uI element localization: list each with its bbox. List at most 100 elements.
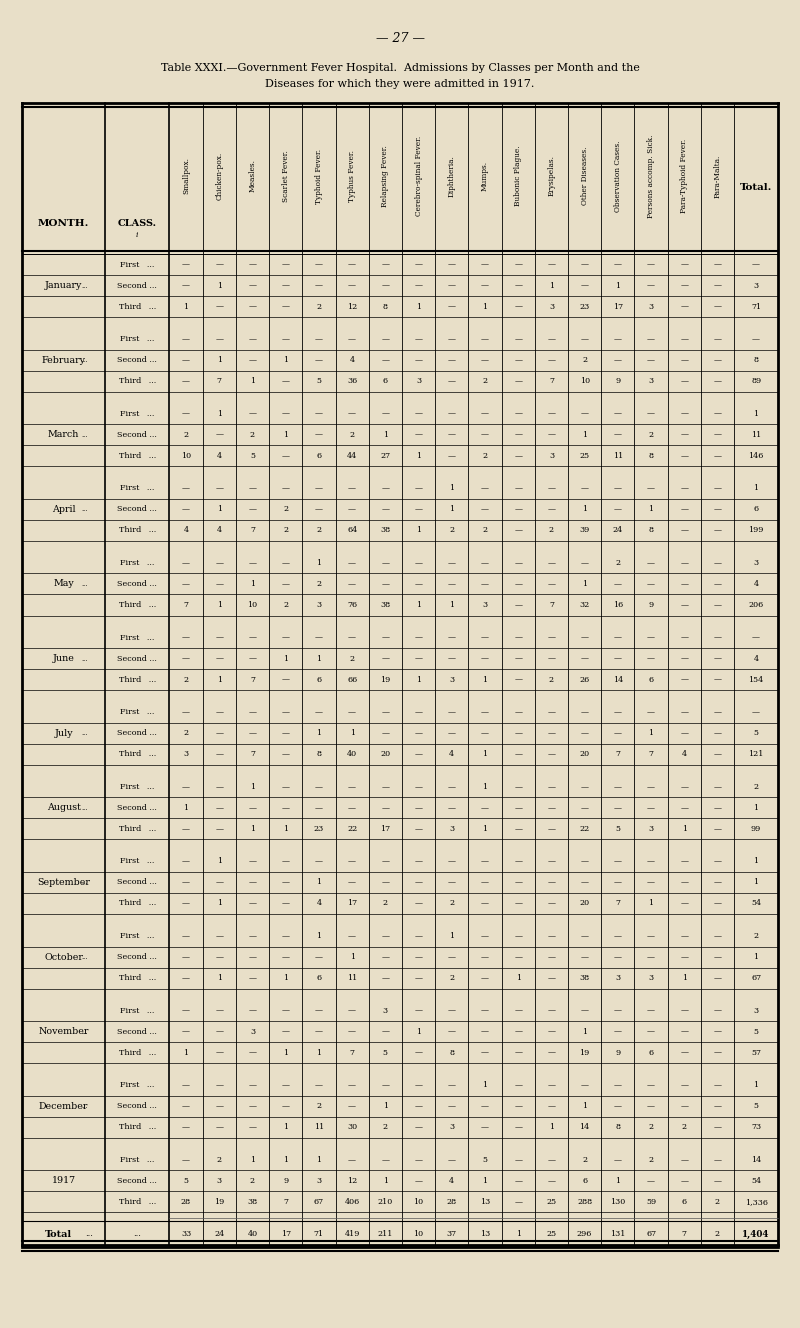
Text: 8: 8 [754, 356, 758, 364]
Text: —: — [382, 655, 390, 663]
Text: —: — [647, 260, 655, 268]
Text: —: — [382, 1155, 390, 1163]
Text: —: — [382, 1028, 390, 1036]
Text: Second ...: Second ... [118, 729, 158, 737]
Text: —: — [249, 973, 257, 983]
Text: —: — [448, 410, 456, 418]
Text: Third   ...: Third ... [118, 899, 156, 907]
Text: —: — [448, 1155, 456, 1163]
Text: —: — [215, 655, 223, 663]
Text: —: — [215, 729, 223, 737]
Text: 3: 3 [316, 602, 322, 610]
Text: 67: 67 [751, 973, 761, 983]
Text: —: — [382, 1081, 390, 1089]
Text: 8: 8 [450, 1049, 454, 1057]
Text: —: — [414, 506, 422, 514]
Text: Second ...: Second ... [118, 580, 158, 588]
Text: —: — [647, 410, 655, 418]
Text: —: — [714, 430, 722, 438]
Text: 3: 3 [316, 1177, 322, 1185]
Text: —: — [647, 335, 655, 343]
Text: 1: 1 [217, 410, 222, 418]
Text: 1: 1 [582, 430, 587, 438]
Text: 13: 13 [480, 1198, 490, 1206]
Text: 1: 1 [450, 485, 454, 493]
Text: —: — [282, 303, 290, 311]
Text: —: — [514, 954, 522, 961]
Text: —: — [547, 430, 555, 438]
Text: —: — [249, 1007, 257, 1015]
Text: ...: ... [82, 356, 88, 364]
Text: 7: 7 [549, 602, 554, 610]
Text: —: — [481, 1028, 489, 1036]
Text: 1: 1 [416, 602, 421, 610]
Text: —: — [714, 676, 722, 684]
Text: —: — [348, 858, 356, 866]
Text: —: — [714, 750, 722, 758]
Text: —: — [714, 899, 722, 907]
Text: 1: 1 [649, 899, 654, 907]
Text: CLASS.: CLASS. [118, 219, 157, 227]
Text: —: — [481, 1049, 489, 1057]
Text: —: — [448, 803, 456, 811]
Text: —: — [414, 1155, 422, 1163]
Text: —: — [547, 633, 555, 641]
Text: —: — [547, 655, 555, 663]
Text: 25: 25 [546, 1231, 557, 1239]
Text: 39: 39 [579, 526, 590, 534]
Text: 2: 2 [649, 1155, 654, 1163]
Text: —: — [514, 1028, 522, 1036]
Text: —: — [182, 825, 190, 833]
Text: —: — [182, 899, 190, 907]
Text: 2: 2 [250, 430, 255, 438]
Text: November: November [38, 1027, 89, 1036]
Text: —: — [382, 559, 390, 567]
Text: 1: 1 [416, 452, 421, 459]
Text: —: — [514, 580, 522, 588]
Text: 7: 7 [183, 602, 189, 610]
Text: —: — [382, 356, 390, 364]
Text: Total.: Total. [740, 182, 772, 191]
Text: 1,336: 1,336 [745, 1198, 767, 1206]
Text: —: — [514, 676, 522, 684]
Text: 2: 2 [754, 932, 758, 940]
Text: —: — [414, 580, 422, 588]
Text: —: — [282, 335, 290, 343]
Text: —: — [714, 932, 722, 940]
Text: 5: 5 [317, 377, 322, 385]
Text: —: — [182, 356, 190, 364]
Text: 3: 3 [549, 452, 554, 459]
Text: —: — [249, 932, 257, 940]
Text: 2: 2 [450, 973, 454, 983]
Text: —: — [714, 410, 722, 418]
Text: 211: 211 [378, 1231, 393, 1239]
Text: 1: 1 [283, 356, 288, 364]
Text: —: — [547, 1007, 555, 1015]
Text: January: January [45, 282, 82, 290]
Text: —: — [215, 1081, 223, 1089]
Text: —: — [614, 335, 622, 343]
Text: 1: 1 [382, 1102, 388, 1110]
Text: —: — [714, 303, 722, 311]
Text: —: — [448, 1028, 456, 1036]
Text: —: — [414, 260, 422, 268]
Text: —: — [714, 559, 722, 567]
Text: Third   ...: Third ... [118, 973, 156, 983]
Text: 1: 1 [316, 655, 322, 663]
Text: 5: 5 [482, 1155, 487, 1163]
Text: Third   ...: Third ... [118, 1049, 156, 1057]
Text: —: — [182, 260, 190, 268]
Text: —: — [282, 676, 290, 684]
Text: 1: 1 [217, 899, 222, 907]
Text: 11: 11 [751, 430, 762, 438]
Text: —: — [215, 782, 223, 790]
Text: —: — [382, 932, 390, 940]
Text: —: — [514, 633, 522, 641]
Text: —: — [282, 729, 290, 737]
Text: —: — [249, 559, 257, 567]
Text: 10: 10 [580, 377, 590, 385]
Text: —: — [382, 260, 390, 268]
Text: 24: 24 [214, 1231, 224, 1239]
Text: —: — [581, 803, 589, 811]
Text: —: — [182, 1123, 190, 1131]
